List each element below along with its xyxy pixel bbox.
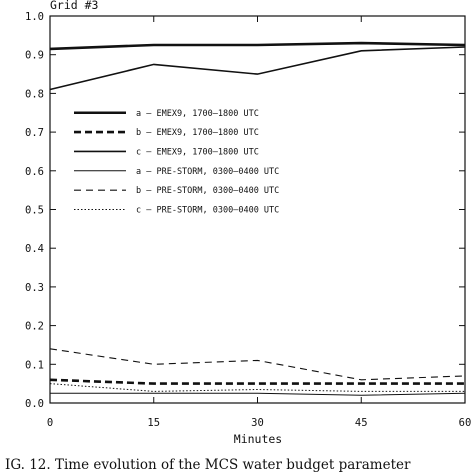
x-tick-label: 45: [355, 417, 368, 429]
legend-label-5: b – PRE-STORM, 0300–0400 UTC: [136, 186, 279, 196]
series-line-6: [49, 383, 465, 392]
y-tick-label: 0.3: [25, 282, 44, 294]
x-tick-label: 30: [251, 417, 264, 429]
y-tick-label: 0.5: [25, 205, 44, 217]
y-tick-label: 0.8: [25, 88, 44, 100]
series-lines: [49, 41, 466, 396]
y-tick-label: 0.4: [25, 243, 44, 255]
figure-caption: IG. 12. Time evolution of the MCS water …: [5, 457, 411, 473]
x-tick-label: 15: [147, 417, 160, 429]
legend-label-6: c – PRE-STORM, 0300–0400 UTC: [136, 206, 279, 216]
legend-label-3: c – EMEX9, 1700–1800 UTC: [136, 147, 259, 157]
y-tick-label: 0.2: [25, 321, 44, 333]
legend-label-1: a – EMEX9, 1700–1800 UTC: [136, 109, 259, 119]
y-tick-label: 0.0: [25, 398, 44, 410]
y-tick-label: 0.7: [25, 127, 44, 139]
series-line-2: [49, 378, 465, 385]
x-axis: 0 15 30 45 60: [47, 16, 471, 429]
y-axis: 0.0 0.1 0.2 0.3 0.4 0.5 0.6 0.7 0.8 0.9 1.0: [25, 11, 465, 410]
x-tick-label: 60: [459, 417, 472, 429]
legend-label-2: b – EMEX9, 1700–1800 UTC: [136, 128, 259, 138]
legend-label-4: a – PRE-STORM, 0300–0400 UTC: [136, 167, 279, 177]
legend: a – EMEX9, 1700–1800 UTC b – EMEX9, 1700–…: [74, 109, 279, 216]
series-line-5: [49, 348, 466, 381]
series-line-1: [49, 41, 466, 51]
x-axis-title: Minutes: [234, 432, 282, 446]
y-tick-label: 0.9: [25, 50, 44, 62]
series-line-4: [50, 392, 466, 396]
y-tick-label: 0.6: [25, 166, 44, 178]
series-line-3: [49, 46, 466, 91]
chart-title: Grid #3: [50, 0, 99, 12]
y-tick-label: 0.1: [25, 359, 44, 371]
y-tick-label: 1.0: [25, 11, 44, 23]
x-tick-label: 0: [47, 417, 53, 429]
